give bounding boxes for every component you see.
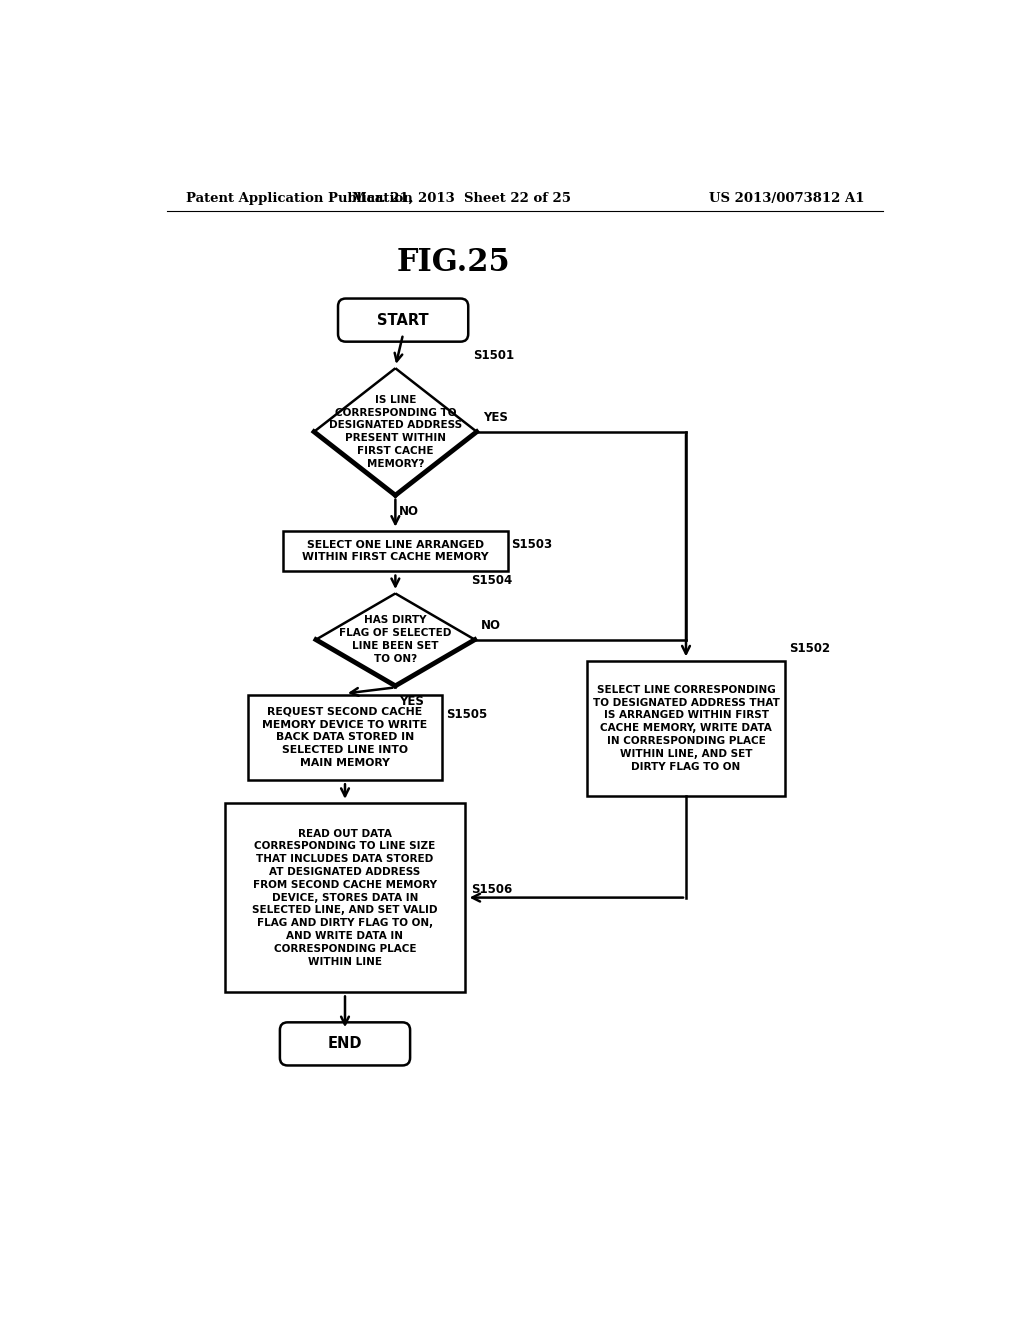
Text: SELECT ONE LINE ARRANGED
WITHIN FIRST CACHE MEMORY: SELECT ONE LINE ARRANGED WITHIN FIRST CA… (302, 540, 488, 562)
Bar (283, 531, 508, 572)
Text: Mar. 21, 2013  Sheet 22 of 25: Mar. 21, 2013 Sheet 22 of 25 (352, 191, 570, 205)
Text: NO: NO (481, 619, 501, 632)
Text: SELECT LINE CORRESPONDING
TO DESIGNATED ADDRESS THAT
IS ARRANGED WITHIN FIRST
CA: SELECT LINE CORRESPONDING TO DESIGNATED … (593, 685, 779, 772)
Text: YES: YES (399, 696, 424, 708)
Text: S1504: S1504 (471, 574, 512, 587)
Text: READ OUT DATA
CORRESPONDING TO LINE SIZE
THAT INCLUDES DATA STORED
AT DESIGNATED: READ OUT DATA CORRESPONDING TO LINE SIZE… (252, 829, 437, 966)
FancyBboxPatch shape (338, 298, 468, 342)
Text: S1505: S1505 (445, 708, 487, 721)
Text: S1501: S1501 (473, 348, 514, 362)
Text: YES: YES (483, 411, 508, 424)
Bar (248, 696, 442, 780)
Bar (587, 661, 784, 796)
Text: NO: NO (399, 504, 419, 517)
Text: S1502: S1502 (788, 642, 829, 655)
Text: START: START (377, 313, 429, 327)
Text: REQUEST SECOND CACHE
MEMORY DEVICE TO WRITE
BACK DATA STORED IN
SELECTED LINE IN: REQUEST SECOND CACHE MEMORY DEVICE TO WR… (262, 706, 428, 768)
Text: S1506: S1506 (471, 883, 513, 896)
Text: S1503: S1503 (512, 539, 553, 552)
Bar (225, 804, 465, 991)
Text: US 2013/0073812 A1: US 2013/0073812 A1 (709, 191, 864, 205)
FancyBboxPatch shape (280, 1022, 410, 1065)
Text: Patent Application Publication: Patent Application Publication (186, 191, 413, 205)
Text: HAS DIRTY
FLAG OF SELECTED
LINE BEEN SET
TO ON?: HAS DIRTY FLAG OF SELECTED LINE BEEN SET… (339, 615, 452, 664)
Text: IS LINE
CORRESPONDING TO
DESIGNATED ADDRESS
PRESENT WITHIN
FIRST CACHE
MEMORY?: IS LINE CORRESPONDING TO DESIGNATED ADDR… (329, 395, 462, 469)
Text: END: END (328, 1036, 362, 1052)
Text: FIG.25: FIG.25 (396, 247, 510, 277)
